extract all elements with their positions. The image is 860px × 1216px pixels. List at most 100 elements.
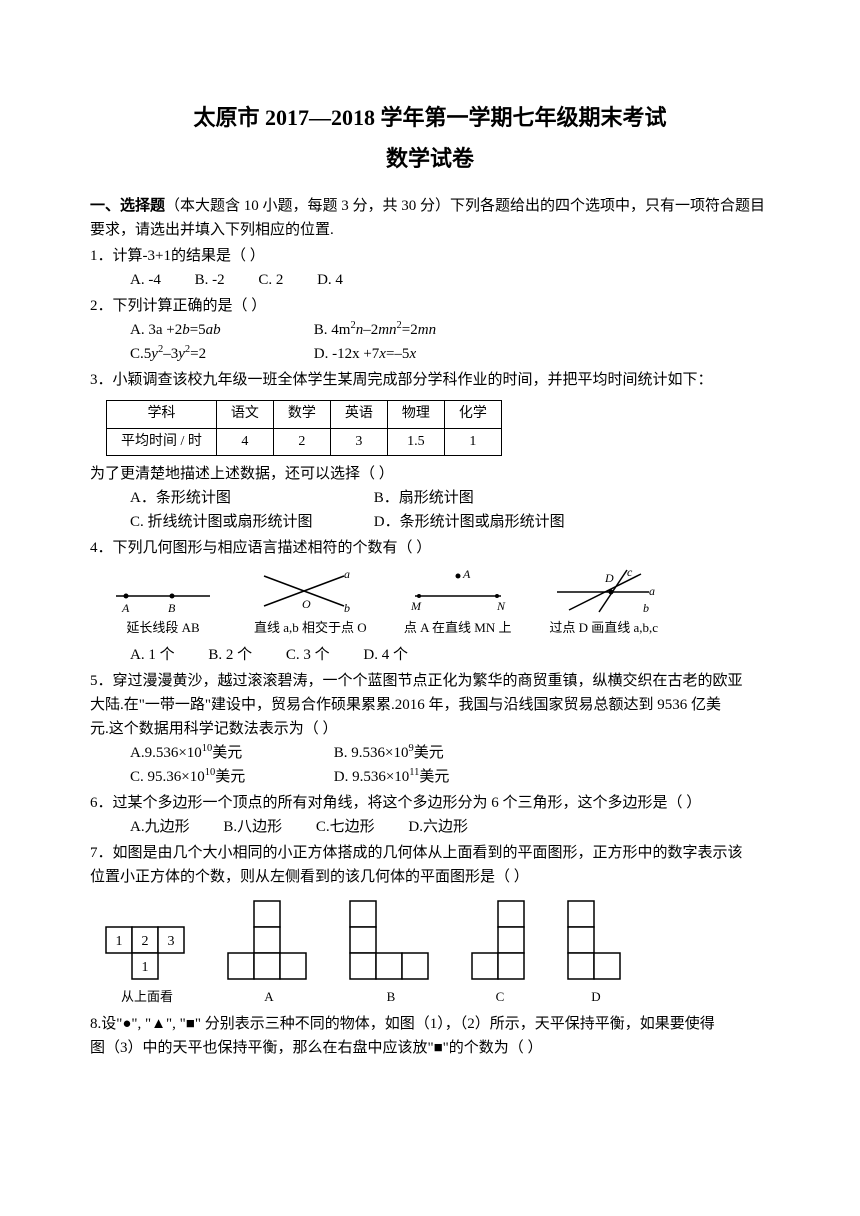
question-2: 2．下列计算正确的是（ ） A. 3a +2b =5ab B. 4m2n –2m… <box>90 294 770 366</box>
q3-val-2: 3 <box>330 428 387 455</box>
q2-options: A. 3a +2b =5ab B. 4m2n –2mn2 =2mn C.5y2 … <box>90 318 770 366</box>
q3-th-1: 语文 <box>216 401 273 428</box>
title-line-1: 太原市 2017—2018 学年第一学期七年级期末考试 <box>90 100 770 135</box>
q3-th-4: 物理 <box>387 401 444 428</box>
q4-cap-2: 直线 a,b 相交于点 O <box>254 618 367 639</box>
svg-text:a: a <box>344 568 350 581</box>
q3-opt-d: D．条形统计图或扇形统计图 <box>374 510 565 534</box>
intersecting-lines-icon: a b O <box>254 568 354 616</box>
q4-cap-3: 点 A 在直线 MN 上 <box>403 618 513 639</box>
top-view-grid-icon: 1 2 3 1 <box>104 925 190 985</box>
q6-opt-b: B.八边形 <box>223 815 282 839</box>
q8-line2: 图（3）中的天平也保持平衡，那么在右盘中应该放"■"的个数为（ ） <box>90 1036 770 1060</box>
q3-th-3: 英语 <box>330 401 387 428</box>
q7-figures: 1 2 3 1 从上面看 <box>104 899 770 1008</box>
option-d-shape-icon <box>566 899 626 985</box>
q4-fig-2: a b O 直线 a,b 相交于点 O <box>254 568 367 639</box>
q3-table-data-row: 平均时间 / 时 4 2 3 1.5 1 <box>107 428 502 455</box>
exam-page: 太原市 2017—2018 学年第一学期七年级期末考试 数学试卷 一、选择题（本… <box>0 0 860 1100</box>
q4-fig-1: A B 延长线段 AB <box>108 576 218 639</box>
q4-opt-b: B. 2 个 <box>208 643 252 667</box>
q7-fig-a: A <box>226 899 312 1008</box>
q7-cap-c: C <box>470 987 530 1008</box>
question-3: 3．小颖调查该校九年级一班全体学生某周完成部分学科作业的时间，并把平均时间统计如… <box>90 368 770 534</box>
q3-val-4: 1 <box>444 428 501 455</box>
q5-opt-c: C. 95.36×1010 美元 <box>130 765 330 789</box>
q4-opt-c: C. 3 个 <box>286 643 330 667</box>
q3-th-0: 学科 <box>107 401 217 428</box>
question-7: 7．如图是由几个大小相同的小正方体搭成的几何体从上面看到的平面图形，正方形中的数… <box>90 841 770 1008</box>
lines-through-d-icon: D a b c <box>549 568 659 616</box>
q6-options: A.九边形 B.八边形 C.七边形 D.六边形 <box>90 815 770 839</box>
q3-post: 为了更清楚地描述上述数据，还可以选择（ ） <box>90 462 770 486</box>
q4-fig-3: A M N 点 A 在直线 MN 上 <box>403 568 513 639</box>
q3-options: A．条形统计图 B．扇形统计图 C. 折线统计图或扇形统计图 D．条形统计图或扇… <box>90 486 770 534</box>
svg-text:3: 3 <box>168 934 175 949</box>
q7-line2: 位置小正方体的个数，则从左侧看到的该几何体的平面图形是（ ） <box>90 865 770 889</box>
q3-th-2: 数学 <box>273 401 330 428</box>
svg-text:D: D <box>604 571 614 585</box>
svg-text:A: A <box>462 568 471 581</box>
q5-opt-d: D. 9.536×1011 美元 <box>334 765 450 789</box>
q3-opt-a: A．条形统计图 <box>130 486 370 510</box>
q3-opt-b: B．扇形统计图 <box>374 486 474 510</box>
q3-stem: 3．小颖调查该校九年级一班全体学生某周完成部分学科作业的时间，并把平均时间统计如… <box>90 368 770 392</box>
q4-opt-d: D. 4 个 <box>363 643 408 667</box>
q5-options: A.9.536×1010 美元 B. 9.536×109 美元 C. 95.36… <box>90 741 770 789</box>
question-4: 4．下列几何图形与相应语言描述相符的个数有（ ） A B 延长线段 AB a b <box>90 536 770 667</box>
svg-text:M: M <box>410 599 422 613</box>
q4-fig-4: D a b c 过点 D 画直线 a,b,c <box>549 568 659 639</box>
section-1-header: 一、选择题（本大题含 10 小题，每题 3 分，共 30 分）下列各题给出的四个… <box>90 194 770 242</box>
svg-text:A: A <box>121 601 130 615</box>
q3-opt-c: C. 折线统计图或扇形统计图 <box>130 510 370 534</box>
q1-opt-c: C. 2 <box>258 268 283 292</box>
q7-cap-a: A <box>226 987 312 1008</box>
svg-text:b: b <box>344 601 350 615</box>
q2-opt-b: B. 4m2n –2mn2 =2mn <box>314 318 436 342</box>
q7-fig-b: B <box>348 899 434 1008</box>
q7-line1: 7．如图是由几个大小相同的小正方体搭成的几何体从上面看到的平面图形，正方形中的数… <box>90 841 770 865</box>
q4-options: A. 1 个 B. 2 个 C. 3 个 D. 4 个 <box>90 643 770 667</box>
q3-table: 学科 语文 数学 英语 物理 化学 平均时间 / 时 4 2 3 1.5 1 <box>106 400 502 456</box>
q6-opt-d: D.六边形 <box>408 815 468 839</box>
svg-text:c: c <box>627 568 633 579</box>
q7-fig-d: D <box>566 899 626 1008</box>
q3-val-3: 1.5 <box>387 428 444 455</box>
q4-stem: 4．下列几何图形与相应语言描述相符的个数有（ ） <box>90 536 770 560</box>
section-1-label: 一、选择题 <box>90 198 165 214</box>
question-8: 8.设"●", "▲", "■" 分别表示三种不同的物体，如图（1），（2）所示… <box>90 1012 770 1060</box>
q7-fig-given: 1 2 3 1 从上面看 <box>104 925 190 1008</box>
option-a-shape-icon <box>226 899 312 985</box>
q5-line3: 元.这个数据用科学记数法表示为（ ） <box>90 717 770 741</box>
question-6: 6．过某个多边形一个顶点的所有对角线，将这个多边形分为 6 个三角形，这个多边形… <box>90 791 770 839</box>
q8-line1: 8.设"●", "▲", "■" 分别表示三种不同的物体，如图（1），（2）所示… <box>90 1012 770 1036</box>
question-5: 5．穿过漫漫黄沙，越过滚滚碧涛，一个个蓝图节点正化为繁华的商贸重镇，纵横交织在古… <box>90 669 770 789</box>
q6-opt-c: C.七边形 <box>316 815 375 839</box>
question-1: 1．计算-3+1的结果是（ ） A. -4 B. -2 C. 2 D. 4 <box>90 244 770 292</box>
q5-line1: 5．穿过漫漫黄沙，越过滚滚碧涛，一个个蓝图节点正化为繁华的商贸重镇，纵横交织在古… <box>90 669 770 693</box>
q4-opt-a: A. 1 个 <box>130 643 175 667</box>
q1-opt-b: B. -2 <box>195 268 225 292</box>
svg-text:b: b <box>643 601 649 615</box>
q4-cap-4: 过点 D 画直线 a,b,c <box>549 618 659 639</box>
q1-stem: 1．计算-3+1的结果是（ ） <box>90 244 770 268</box>
q1-options: A. -4 B. -2 C. 2 D. 4 <box>90 268 770 292</box>
svg-text:a: a <box>649 584 655 598</box>
q1-opt-d: D. 4 <box>317 268 343 292</box>
q1-opt-a: A. -4 <box>130 268 161 292</box>
q2-opt-c: C.5y2 –3y2 =2 <box>130 342 310 366</box>
q2-opt-d: D. -12x +7x =–5x <box>314 342 416 366</box>
svg-text:N: N <box>496 599 506 613</box>
q6-stem: 6．过某个多边形一个顶点的所有对角线，将这个多边形分为 6 个三角形，这个多边形… <box>90 791 770 815</box>
segment-ab-icon: A B <box>108 576 218 616</box>
svg-text:1: 1 <box>116 934 123 949</box>
q7-cap-given: 从上面看 <box>104 987 190 1008</box>
q4-cap-1: 延长线段 AB <box>108 618 218 639</box>
q2-opt-a: A. 3a +2b =5ab <box>130 318 310 342</box>
q3-table-header-row: 学科 语文 数学 英语 物理 化学 <box>107 401 502 428</box>
q3-val-1: 2 <box>273 428 330 455</box>
svg-text:2: 2 <box>142 934 149 949</box>
option-b-shape-icon <box>348 899 434 985</box>
q7-cap-b: B <box>348 987 434 1008</box>
q7-fig-c: C <box>470 899 530 1008</box>
